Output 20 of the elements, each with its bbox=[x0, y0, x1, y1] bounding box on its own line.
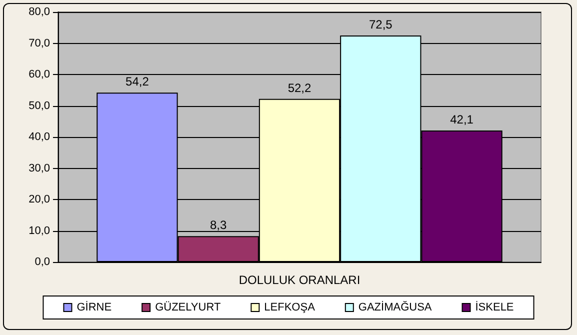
y-tick-label: 50,0 bbox=[28, 100, 50, 112]
legend-label: GÜZELYURT bbox=[155, 300, 221, 314]
y-tick-label: 10,0 bbox=[28, 224, 50, 237]
legend-label: GİRNE bbox=[76, 300, 112, 314]
y-tick-label: 60,0 bbox=[28, 68, 50, 80]
data-label: 54,2 bbox=[126, 74, 150, 89]
y-tick-label: 30,0 bbox=[28, 162, 50, 174]
data-label: 42,1 bbox=[450, 112, 474, 126]
legend-label: İSKELE bbox=[475, 300, 514, 314]
legend-label: LEFKOŞA bbox=[264, 302, 316, 314]
y-tick-label: 80,0 bbox=[28, 6, 50, 18]
y-tick-label: 70,0 bbox=[28, 37, 50, 50]
legend-label: GAZİMAĞUSA bbox=[358, 300, 432, 314]
data-label: 72,5 bbox=[368, 17, 393, 32]
y-tick-label: 0,0 bbox=[34, 256, 50, 268]
x-tick-label: DOLULUK ORANLARI bbox=[238, 273, 360, 287]
data-label: 8,3 bbox=[210, 218, 228, 232]
data-label: 52,2 bbox=[288, 80, 312, 95]
y-tick-label: 40,0 bbox=[28, 131, 50, 143]
y-tick-label: 20,0 bbox=[28, 194, 50, 206]
